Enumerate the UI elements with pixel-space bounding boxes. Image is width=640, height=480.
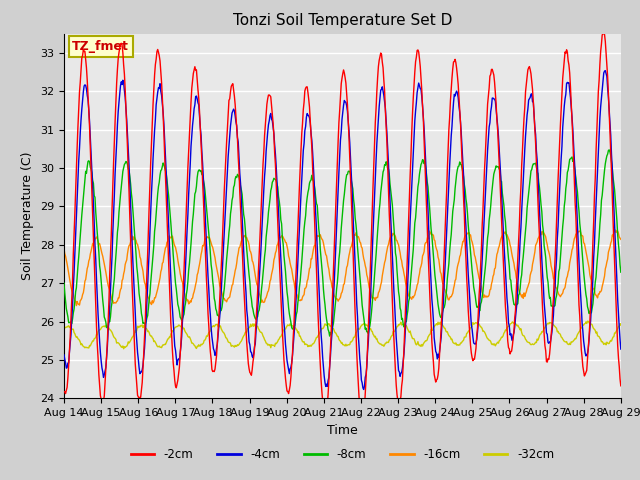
Title: Tonzi Soil Temperature Set D: Tonzi Soil Temperature Set D [233, 13, 452, 28]
Y-axis label: Soil Temperature (C): Soil Temperature (C) [22, 152, 35, 280]
Text: TZ_fmet: TZ_fmet [72, 40, 129, 53]
X-axis label: Time: Time [327, 424, 358, 437]
Legend: -2cm, -4cm, -8cm, -16cm, -32cm: -2cm, -4cm, -8cm, -16cm, -32cm [126, 443, 559, 466]
